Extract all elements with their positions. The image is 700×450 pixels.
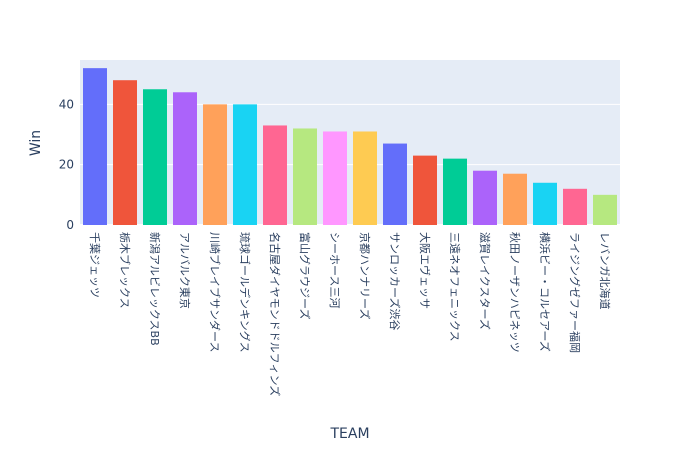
bar <box>563 188 587 225</box>
x-tick-label: 京都ハンナリーズ <box>358 232 372 319</box>
bar <box>293 128 317 225</box>
bar <box>143 89 167 225</box>
x-tick-label: 琉球ゴールデンキングス <box>238 232 252 353</box>
bar <box>83 68 107 225</box>
x-tick-label: ライジングゼファー福岡 <box>568 232 582 353</box>
bar <box>473 170 497 225</box>
bar <box>503 173 527 225</box>
bar <box>203 104 227 225</box>
y-tick-label: 40 <box>59 97 74 111</box>
plot-background <box>80 60 620 225</box>
y-axis-ticks: 0 20 40 <box>59 97 74 232</box>
x-axis-ticks: 千葉ジェッツ 栃木ブレックス 新潟アルビレックスBB アルバルク東京 川崎ブレイブサンダ… <box>88 232 612 396</box>
gridlines <box>80 103 620 226</box>
bar <box>413 155 437 225</box>
x-tick-label: 滋賀レイクスターズ <box>478 232 492 330</box>
x-tick-label: 三遠ネオフェニックス <box>448 232 461 342</box>
x-tick-label: 富山グラウジーズ <box>298 232 312 319</box>
x-tick-label: シーホース三河 <box>328 232 341 308</box>
x-tick-label: 栃木ブレックス <box>118 232 132 309</box>
bar <box>443 158 467 225</box>
y-tick-label: 20 <box>59 158 74 172</box>
x-tick-label: 秋田ノーザンハピネッツ <box>508 232 522 353</box>
x-tick-label: 千葉ジェッツ <box>88 232 102 298</box>
x-tick-label: 新潟アルビレックスBB <box>148 232 162 346</box>
x-tick-label: アルバルク東京 <box>178 232 192 309</box>
x-tick-label: 大阪エヴェッサ <box>418 232 432 309</box>
x-tick-label: 川崎ブレイブサンダース <box>208 232 222 352</box>
x-tick-label: 横浜ビー・コルセアーズ <box>538 232 552 352</box>
x-tick-label: レバンガ北海道 <box>598 232 612 310</box>
x-tick-label: 名古屋ダイヤモンドドルフィンズ <box>268 232 282 396</box>
bar <box>353 131 377 225</box>
bar <box>323 131 347 225</box>
bars <box>83 68 617 225</box>
y-tick-label: 0 <box>66 218 74 232</box>
bar <box>263 125 287 225</box>
x-axis-title: TEAM <box>329 426 369 442</box>
bar <box>113 80 137 225</box>
y-axis-title: Win <box>28 130 44 156</box>
bar <box>383 143 407 225</box>
x-tick-label: サンロッカーズ渋谷 <box>388 232 402 330</box>
bar <box>173 92 197 225</box>
bar <box>233 104 257 225</box>
bar <box>533 182 557 225</box>
bar <box>593 194 617 225</box>
